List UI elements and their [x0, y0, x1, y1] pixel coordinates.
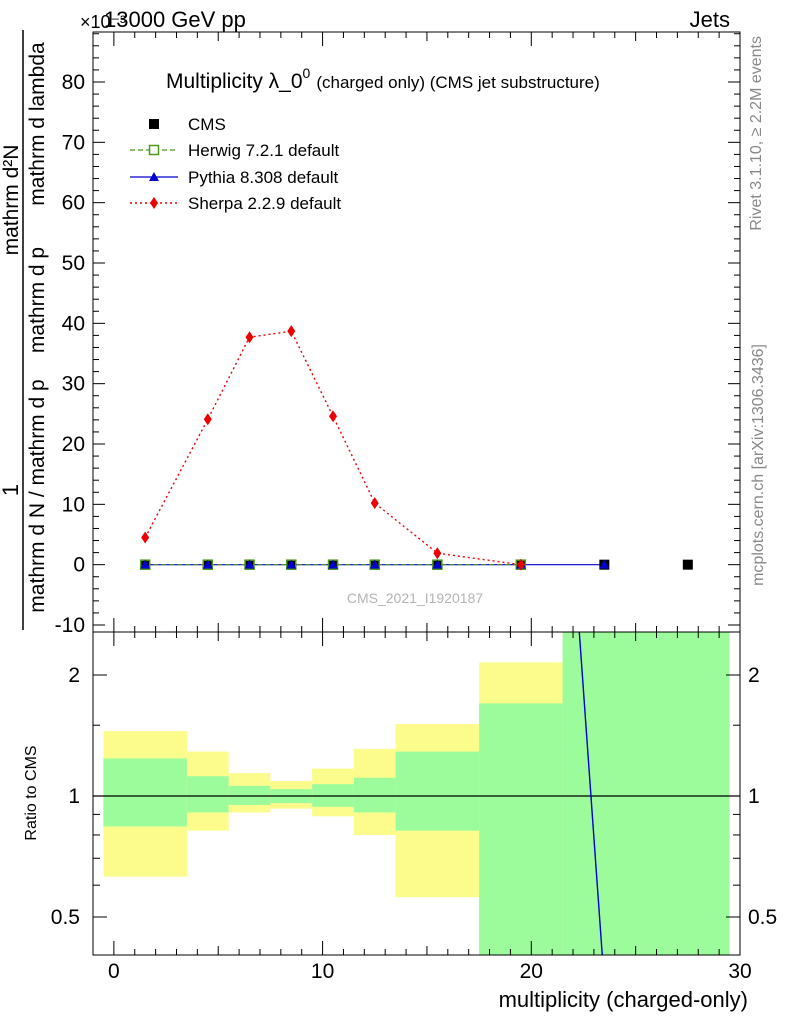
plot-title-main: Multiplicity λ_0: [166, 70, 303, 93]
ratio-stat-band: [395, 751, 480, 831]
legend-marker-pythia: [149, 172, 159, 181]
sherpa-point: [141, 531, 150, 544]
cms-point: [682, 559, 693, 570]
pythia-point: [140, 559, 151, 569]
y-title-right-top: mathrm d²N: [0, 145, 23, 256]
legend-label-sherpa: Sherpa 2.2.9 default: [188, 194, 341, 213]
plot-title-superscript: 0: [303, 65, 311, 81]
x-tick-label: 10: [311, 960, 334, 983]
ratio-y-axis-title: Ratio to CMS: [23, 745, 40, 840]
mcplots-label: mcplots.cern.ch [arXiv:1306.3436]: [750, 344, 767, 586]
y-tick-label: 10: [62, 493, 85, 516]
sherpa-point: [329, 410, 338, 423]
y-tick-label: 70: [62, 131, 85, 154]
header-right-label: Jets: [690, 7, 730, 32]
legend-marker-herwig: [148, 144, 160, 156]
pythia-point: [328, 559, 339, 569]
ratio-y-tick-label: 2: [68, 664, 80, 687]
legend-label-herwig: Herwig 7.2.1 default: [188, 141, 339, 160]
y-title-right-bottom: mathrm d p: [26, 247, 49, 353]
x-tick-label: 30: [728, 960, 751, 983]
legend-marker-sherpa: [150, 197, 158, 209]
y-title-numerator: 1: [0, 484, 23, 496]
ratio-x-axis: 0 10 20 30: [92, 632, 752, 983]
y-title-denominator: mathrm d N / mathrm d p: [26, 379, 49, 612]
y-tick-label: 40: [62, 312, 85, 335]
ratio-y-tick-label-right: 2: [748, 664, 760, 687]
ratio-stat-band: [562, 632, 730, 955]
ratio-y-tick-label-right: 0.5: [748, 906, 777, 929]
plot-title-suffix: (charged only) (CMS jet substructure): [316, 73, 599, 92]
y-tick-label: 50: [62, 252, 85, 275]
legend-label-cms: CMS: [188, 115, 226, 134]
y-tick-label: -10: [55, 614, 85, 637]
ratio-stat-band: [353, 777, 396, 813]
ratio-y-axis: 0.5 0.5 1 1 2 2: [51, 664, 777, 929]
ratio-bands: [103, 632, 730, 955]
sherpa-point: [203, 413, 212, 426]
pythia-point: [432, 559, 443, 569]
ratio-stat-band: [103, 758, 187, 827]
ratio-plot-panel: 0.5 0.5 1 1 2 2 0 10 20 30: [51, 631, 777, 983]
y-tick-label: 30: [62, 373, 85, 396]
ratio-y-tick-label-right: 1: [748, 785, 760, 808]
ratio-y-tick-label: 1: [68, 785, 80, 808]
ratio-stat-band: [186, 776, 229, 813]
upper-series-layer: [139, 325, 693, 571]
ratio-pythia-line: [578, 631, 603, 956]
pythia-point: [369, 559, 380, 569]
y-tick-label: 60: [62, 192, 85, 215]
y-axis-exponent: ×10⁻³: [80, 12, 126, 32]
ratio-y-tick-label: 0.5: [51, 906, 80, 929]
x-tick-label: 20: [520, 960, 543, 983]
legend: CMS Herwig 7.2.1 default Pythia 8.308 defa…: [130, 115, 341, 213]
y-tick-label: 80: [62, 71, 85, 94]
plot-title: Multiplicity λ_00 (charged only) (CMS jet…: [166, 65, 600, 93]
ratio-lines: [93, 631, 740, 956]
upper-y-axis: -10 0 10 20 30 40 50 60 70 80: [55, 33, 740, 637]
sherpa-point: [245, 331, 254, 344]
sherpa-line: [144, 330, 521, 566]
upper-y-axis-title: 1 mathrm d N / mathrm d p mathrm d²N mat…: [0, 30, 49, 630]
analysis-watermark: CMS_2021_I1920187: [347, 590, 483, 606]
ratio-stat-band: [228, 785, 271, 805]
y-tick-label: 20: [62, 433, 85, 456]
sherpa-point: [433, 547, 442, 560]
sherpa-point: [287, 325, 296, 338]
y-tick-label: 0: [73, 554, 85, 577]
pythia-point: [202, 559, 213, 569]
upper-x-axis: [92, 32, 741, 632]
sherpa-point: [370, 497, 379, 510]
sherpa-point: [516, 558, 525, 571]
header-left-label: 13000 GeV pp: [104, 7, 246, 32]
legend-label-pythia: Pythia 8.308 default: [188, 168, 339, 187]
lower-frame: [92, 631, 741, 956]
y-title-right-bottom2: mathrm d lambda: [26, 42, 49, 206]
x-tick-label: 0: [108, 960, 120, 983]
pythia-point: [244, 559, 255, 569]
x-axis-title: multiplicity (charged-only): [499, 987, 748, 1012]
legend-marker-cms: [149, 119, 159, 129]
rivet-label: Rivet 3.1.10, ≥ 2.2M events: [748, 36, 765, 231]
pythia-point: [286, 559, 297, 569]
pythia-point: [599, 559, 610, 569]
ratio-stat-band: [479, 703, 563, 955]
main-plot-panel: -10 0 10 20 30 40 50 60 70 80: [55, 31, 741, 637]
